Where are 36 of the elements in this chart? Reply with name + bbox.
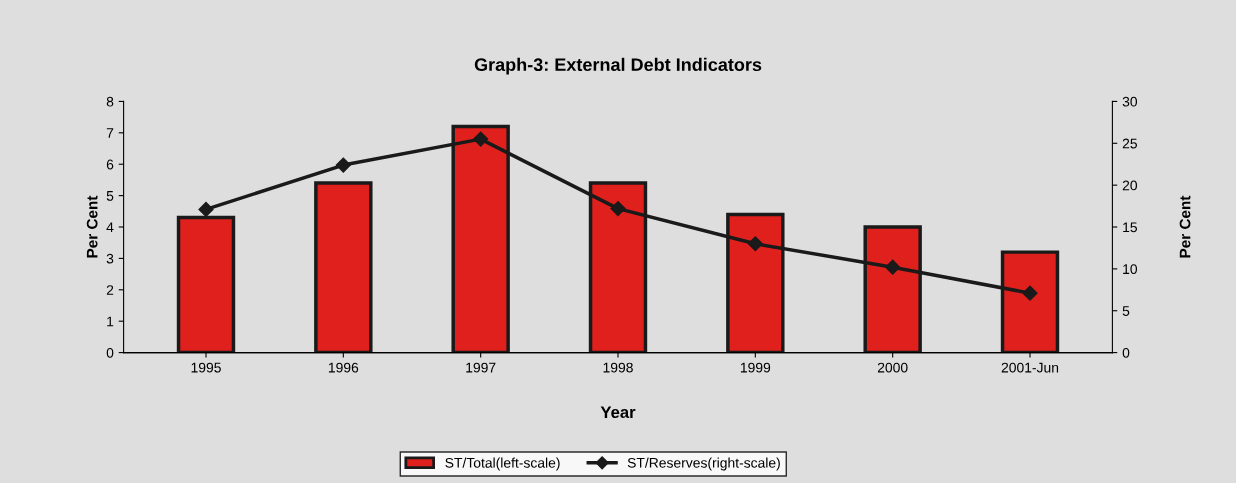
x-tick-label: 2000 xyxy=(877,362,908,373)
x-tick-label: 2001-Jun xyxy=(1001,362,1059,373)
y-tick-label: 0 xyxy=(106,347,114,358)
legend-label: ST/Total(left-scale) xyxy=(445,457,560,471)
y2-tick-label: 25 xyxy=(1122,138,1137,149)
y-axis-title: Per Cent xyxy=(86,195,98,258)
x-tick-label: 1999 xyxy=(740,362,771,373)
y-tick-label: 4 xyxy=(106,222,114,233)
y-tick-label: 6 xyxy=(106,159,114,170)
y2-tick-label: 10 xyxy=(1123,264,1138,275)
x-axis-title: Year xyxy=(600,406,636,419)
y2-tick-label: 20 xyxy=(1122,180,1138,191)
point xyxy=(1022,285,1038,301)
point xyxy=(335,157,351,173)
y-tick-label: 5 xyxy=(106,191,114,201)
y2-tick-label: 0 xyxy=(1122,347,1130,358)
y2-tick-label: 15 xyxy=(1123,222,1137,233)
point xyxy=(747,236,763,252)
x-tick-label: 1995 xyxy=(191,362,221,373)
point xyxy=(473,131,489,147)
point xyxy=(885,259,901,275)
legend-label: ST/Reserves(right-scale) xyxy=(627,457,780,471)
y-tick-label: 1 xyxy=(107,316,114,327)
x-tick-label: 1996 xyxy=(328,362,359,373)
y2-tick-label: 30 xyxy=(1122,96,1138,107)
y-tick-label: 7 xyxy=(106,128,114,138)
x-tick-label: 1998 xyxy=(603,362,633,373)
x-tick-label: 1997 xyxy=(466,362,496,373)
y-tick-label: 2 xyxy=(106,285,114,295)
y-tick-label: 3 xyxy=(106,253,114,264)
y-tick-label: 8 xyxy=(106,96,114,107)
y2-axis-title: Per Cent xyxy=(1179,195,1191,258)
point xyxy=(610,201,626,217)
chart-title: Graph-3: External Debt Indicators xyxy=(474,57,762,75)
y2-tick-label: 5 xyxy=(1122,306,1130,316)
point xyxy=(198,201,214,217)
